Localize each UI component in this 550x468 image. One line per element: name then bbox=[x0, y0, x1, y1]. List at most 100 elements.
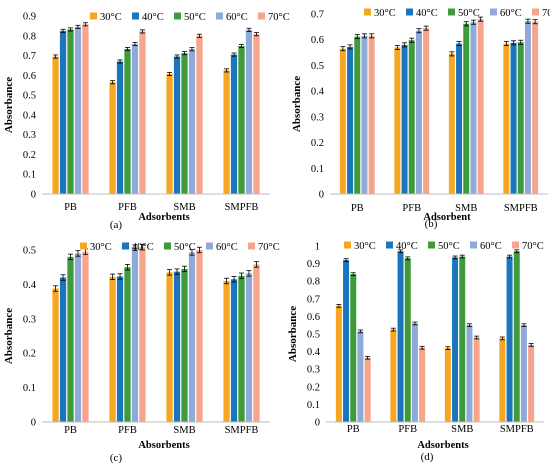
bar bbox=[415, 30, 422, 195]
bar bbox=[408, 40, 415, 194]
x-tick-label: SMPFB bbox=[500, 424, 534, 435]
y-tick-label: 0.8 bbox=[23, 31, 36, 42]
bar bbox=[411, 323, 418, 422]
x-axis-title: Adsorbents bbox=[138, 212, 189, 223]
bar bbox=[364, 357, 371, 422]
legend-swatch bbox=[122, 242, 129, 250]
y-tick-label: 0 bbox=[315, 418, 320, 429]
bar bbox=[532, 21, 539, 195]
panel-label: (c) bbox=[110, 452, 123, 464]
x-tick-label: SMB bbox=[451, 424, 473, 435]
legend-swatch bbox=[386, 241, 393, 249]
x-tick-label: SMPFB bbox=[225, 202, 259, 213]
bar bbox=[253, 264, 260, 422]
legend-swatch bbox=[132, 12, 139, 20]
bar bbox=[223, 70, 230, 194]
bar bbox=[67, 29, 74, 195]
bar bbox=[139, 247, 146, 422]
bar bbox=[139, 31, 146, 194]
legend-swatch bbox=[448, 8, 455, 16]
legend-swatch bbox=[174, 12, 181, 20]
y-tick-label: 0.7 bbox=[311, 10, 324, 21]
bar bbox=[506, 256, 513, 422]
legend-label: 60°C bbox=[480, 241, 502, 252]
legend-label: 40°C bbox=[396, 241, 418, 252]
y-tick-label: 0.8 bbox=[307, 277, 320, 288]
legend-label: 50°C bbox=[438, 241, 460, 252]
legend-label: 30°C bbox=[90, 242, 112, 253]
bar bbox=[528, 344, 535, 422]
y-tick-label: 0 bbox=[31, 190, 36, 201]
y-tick-label: 0 bbox=[319, 190, 324, 201]
legend-label: 30°C bbox=[374, 8, 396, 19]
y-tick-label: 0.5 bbox=[23, 91, 36, 102]
x-axis-title: Adsorbent bbox=[423, 212, 471, 223]
bar bbox=[470, 22, 477, 194]
bar bbox=[173, 271, 181, 422]
bar bbox=[452, 257, 459, 422]
legend-swatch bbox=[80, 242, 87, 250]
y-tick-label: 0.2 bbox=[311, 138, 324, 149]
bar bbox=[245, 273, 253, 422]
y-tick-label: 0.6 bbox=[23, 71, 36, 82]
legend-label: 40°C bbox=[142, 12, 164, 23]
bar bbox=[361, 35, 368, 194]
bar bbox=[394, 47, 401, 194]
legend-label: 60°C bbox=[216, 242, 238, 253]
y-axis-title: Absorbance bbox=[291, 76, 303, 132]
legend-swatch bbox=[428, 241, 435, 249]
bar bbox=[74, 253, 82, 422]
chart-panel: 0 0.1 0.2 0.3 0.4 0.5 Absorbance PB PFB SMB SMPFB A… bbox=[3, 242, 280, 464]
legend-swatch bbox=[470, 241, 477, 249]
bar bbox=[59, 30, 67, 195]
legend-label: 70°C bbox=[268, 12, 290, 23]
y-tick-label: 0.1 bbox=[23, 383, 36, 394]
y-axis-title: Absorbance bbox=[287, 306, 299, 362]
legend-label: 60°C bbox=[500, 8, 522, 19]
bar bbox=[67, 256, 74, 422]
bar bbox=[196, 35, 203, 195]
bar bbox=[354, 36, 361, 194]
bar bbox=[131, 247, 139, 422]
bar bbox=[245, 29, 253, 194]
bar bbox=[503, 43, 510, 195]
x-axis-title: Adsorbents bbox=[417, 440, 468, 451]
bar bbox=[116, 61, 124, 194]
x-tick-label: PB bbox=[347, 424, 360, 435]
y-tick-label: 0.2 bbox=[307, 382, 320, 393]
legend-swatch bbox=[364, 8, 371, 16]
legend-swatch bbox=[490, 8, 497, 16]
legend-label: 70°C bbox=[542, 8, 550, 19]
y-tick-label: 0.4 bbox=[311, 87, 325, 98]
bar bbox=[524, 21, 531, 195]
legend-swatch bbox=[532, 8, 539, 16]
x-tick-label: PFB bbox=[398, 424, 417, 435]
bar bbox=[173, 56, 181, 194]
y-tick-label: 0.1 bbox=[307, 400, 320, 411]
bar bbox=[513, 251, 520, 422]
bar bbox=[477, 19, 484, 195]
x-tick-label: PB bbox=[351, 203, 364, 214]
y-tick-label: 0.9 bbox=[307, 259, 320, 270]
y-tick-label: 0.1 bbox=[311, 164, 324, 175]
bar bbox=[109, 276, 116, 422]
x-tick-label: PFB bbox=[118, 425, 137, 436]
legend-swatch bbox=[344, 241, 351, 249]
x-tick-label: PFB bbox=[118, 202, 137, 213]
bar bbox=[52, 56, 59, 194]
legend-label: 70°C bbox=[522, 241, 544, 252]
bar bbox=[181, 53, 188, 194]
legend-swatch bbox=[512, 241, 519, 249]
bar bbox=[188, 252, 196, 422]
legend-label: 30°C bbox=[100, 12, 122, 23]
bar bbox=[82, 24, 89, 194]
bar bbox=[350, 274, 357, 422]
y-tick-label: 0.3 bbox=[307, 365, 320, 376]
y-axis-title: Absorbance bbox=[3, 308, 15, 364]
panel-label: (b) bbox=[425, 218, 438, 230]
legend-label: 30°C bbox=[354, 241, 376, 252]
bar bbox=[368, 35, 375, 194]
y-tick-label: 0.3 bbox=[23, 130, 36, 141]
bar bbox=[196, 250, 203, 422]
